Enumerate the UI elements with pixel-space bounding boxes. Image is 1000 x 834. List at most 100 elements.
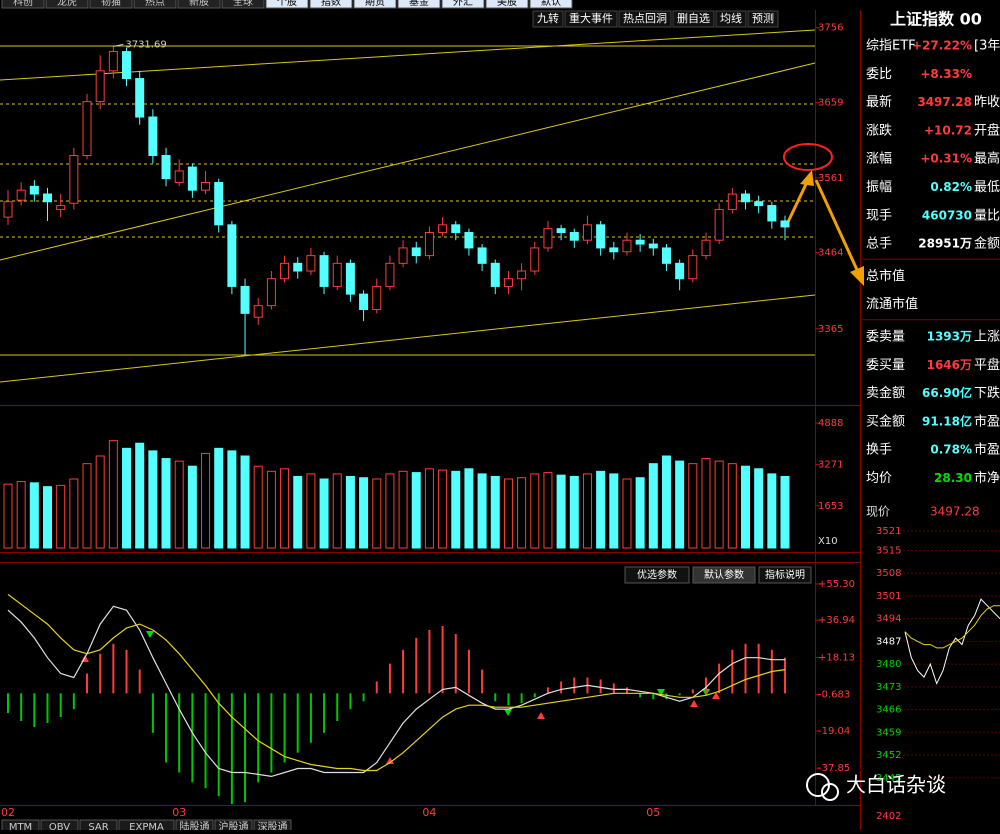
intraday-tick-label: 3521 [876, 526, 901, 537]
pane-borders [0, 10, 861, 830]
quote-label: 换手 [866, 443, 892, 458]
intraday-tick-label: 3466 [876, 705, 901, 716]
candle-body [253, 305, 263, 318]
tab[interactable] [221, 0, 265, 9]
volume-bar [359, 477, 369, 549]
indicator-button[interactable] [692, 566, 756, 584]
intraday-tick-label: 3487 [876, 636, 901, 647]
peak-pointer [113, 43, 124, 47]
candle-body [280, 262, 290, 280]
toolbar-label: 热点回洞 [623, 12, 667, 25]
toolbar-button[interactable] [532, 10, 564, 28]
watermark: 大白话杂谈 [806, 773, 946, 801]
bottom-tab-label: MTM [9, 822, 32, 830]
indicator-button[interactable] [624, 566, 690, 584]
bottom-tab-label: EXPMA [129, 822, 164, 830]
candle-body [517, 270, 527, 280]
tab[interactable] [45, 0, 89, 9]
volume-bar [517, 477, 527, 549]
volume-bar [569, 475, 579, 549]
volume-bar [148, 450, 158, 549]
price-value: 3497.28 [930, 505, 980, 519]
y-tick-label: 3659 [818, 97, 843, 108]
volume-bar [661, 455, 671, 549]
volume-bar [214, 447, 224, 549]
candle-body [675, 262, 685, 280]
intraday-tick-label: 3459 [876, 727, 901, 738]
quote-label: 最新 [866, 94, 892, 110]
quote-extra: 最高 [974, 151, 1000, 167]
candle-body [240, 285, 250, 314]
candle-body [754, 201, 764, 207]
volume-bar [332, 473, 342, 549]
volume-unit: X10 [818, 536, 838, 547]
volume-bar [108, 440, 118, 549]
bottom-tab-label: 沪股通 [219, 820, 249, 830]
peak-label: 3731.69 [125, 39, 166, 50]
toolbar: 九转 重大事件 热点回洞 删自选 均线 预测 [532, 10, 779, 28]
quote-value: +8.33% [920, 67, 972, 81]
quote-value: 1393万 [927, 330, 972, 344]
candle-body [82, 101, 92, 157]
volume-bar [16, 481, 26, 549]
tab[interactable] [309, 0, 353, 9]
candle-body [266, 278, 276, 307]
quote-extra: 市净 [974, 470, 1000, 486]
tab[interactable] [89, 0, 133, 9]
tab[interactable] [353, 0, 397, 9]
intraday-tick-label: 3515 [876, 545, 901, 556]
candle-body [727, 193, 737, 210]
quote-extra: 下跌 [974, 385, 1000, 401]
quote-value: 0.82% [930, 180, 972, 194]
volume-bar [56, 484, 66, 549]
volume-bar [135, 442, 145, 549]
toolbar-button[interactable] [747, 10, 779, 28]
quote-label: 委比 [866, 67, 892, 82]
quote-label: 卖金额 [866, 385, 905, 401]
candle-body [424, 232, 434, 257]
toolbar-button[interactable] [564, 10, 618, 28]
volume-bar [174, 460, 184, 549]
volume-bar [596, 470, 606, 549]
candle-body [345, 262, 355, 295]
volume-bar [530, 473, 540, 549]
indicator-button[interactable] [758, 566, 812, 584]
tab[interactable] [529, 0, 573, 9]
tab[interactable] [397, 0, 441, 9]
candle-body [161, 155, 171, 180]
tab-label: 新股 [189, 0, 209, 8]
candle-body [556, 228, 566, 234]
candle-body [385, 262, 395, 287]
tab[interactable] [1, 0, 45, 9]
tab-label: 科创 [13, 0, 33, 8]
volume-bar [780, 475, 790, 549]
candle-body [306, 255, 316, 272]
tab[interactable] [441, 0, 485, 9]
tab[interactable] [133, 0, 177, 9]
toolbar-button[interactable] [618, 10, 672, 28]
candle-body [187, 166, 197, 191]
toolbar-button[interactable] [672, 10, 715, 28]
volume-bar [424, 468, 434, 549]
volume-bar [319, 478, 329, 549]
volume-bar [701, 458, 711, 549]
toolbar-label: 九转 [537, 11, 559, 25]
candle-body [648, 243, 658, 249]
intraday-tick-label: 3494 [876, 614, 901, 625]
toolbar-button[interactable] [715, 10, 747, 28]
tab-label: 期货 [365, 0, 385, 8]
tab[interactable] [177, 0, 221, 9]
quote-value: +27.22% [912, 39, 972, 53]
quote-extra: [3年 [974, 39, 1000, 54]
tab[interactable] [265, 0, 309, 9]
quote-label: 委买量 [866, 358, 905, 373]
volume-bar [477, 473, 487, 549]
volume-bar [582, 473, 592, 549]
quote-extra: 开盘 [974, 122, 1000, 138]
candle-body [398, 247, 408, 264]
tab[interactable] [485, 0, 529, 9]
volume-bar [29, 482, 39, 549]
volume-bar [201, 452, 211, 549]
quote-label: 现手 [866, 208, 892, 223]
